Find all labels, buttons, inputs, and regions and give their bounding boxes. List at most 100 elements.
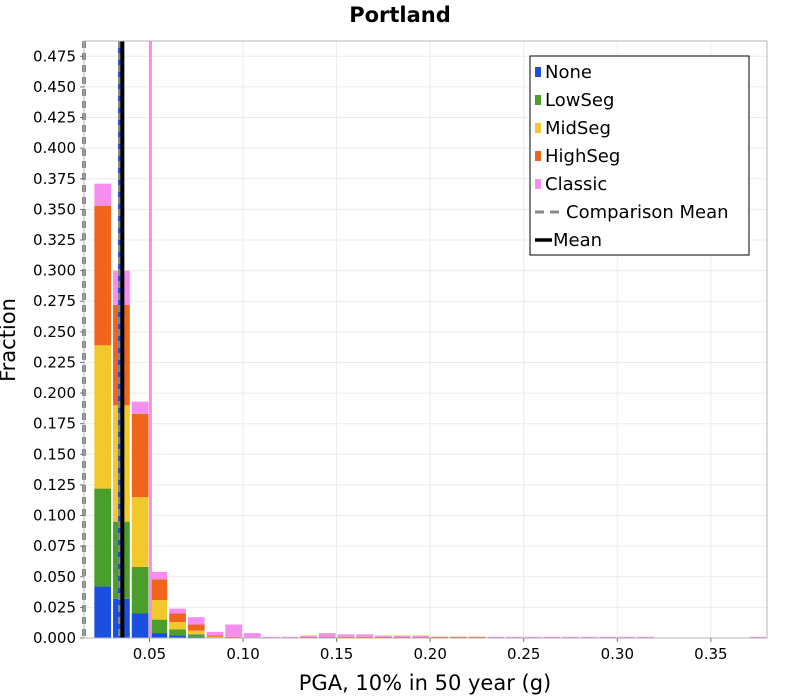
- bar-highseg-bin-18: [431, 636, 448, 638]
- y-tick-label: 0.300: [33, 262, 76, 280]
- y-tick-label: 0.100: [33, 507, 76, 525]
- bar-classic-bin-2: [131, 401, 149, 414]
- bar-classic-bin-12: [318, 633, 336, 637]
- bar-midseg-bin-4: [169, 622, 186, 630]
- bar-classic-bin-27: [599, 636, 617, 638]
- bar-classic-bin-17: [412, 635, 430, 637]
- legend-label-midseg: MidSeg: [545, 118, 611, 139]
- bar-highseg-bin-0: [94, 205, 112, 346]
- bar-classic-bin-13: [337, 634, 355, 637]
- y-tick-label: 0.225: [33, 353, 76, 371]
- plot-frame: [83, 40, 768, 639]
- legend-label-none: None: [545, 62, 592, 83]
- bar-highseg-bin-15: [375, 636, 392, 638]
- legend-label-mean: Mean: [553, 230, 602, 251]
- bar-highseg-bin-13: [337, 636, 355, 638]
- bar-classic-bin-5: [187, 617, 205, 625]
- y-tick-label: 0.425: [33, 109, 76, 127]
- bar-highseg-bin-19: [449, 636, 467, 638]
- bar-none-bin-4: [169, 635, 186, 638]
- legend: None LowSeg MidSeg HighSeg Classic Comparison…: [529, 55, 750, 256]
- bar-classic-bin-16: [393, 635, 411, 637]
- bar-highseg-bin-5: [187, 624, 205, 631]
- y-tick-label: 0.075: [33, 537, 76, 555]
- y-tick-label: 0.275: [33, 292, 76, 310]
- x-tick-label: 0.15: [320, 645, 353, 663]
- y-tick-label: 0.475: [33, 47, 76, 65]
- bar-none-bin-5: [187, 636, 205, 638]
- bar-highseg-bin-12: [318, 636, 336, 638]
- bar-classic-bin-24: [543, 636, 561, 638]
- bar-classic-bin-6: [206, 631, 224, 636]
- bar-lowseg-bin-2: [131, 566, 149, 614]
- bar-classic-bin-15: [375, 635, 392, 637]
- x-tick-label: 0.05: [133, 645, 166, 663]
- bar-classic-bin-14: [356, 634, 374, 637]
- y-axis-ticks: 0.000 0.025 0.050 0.075 0.100 0.125 0.150 0.175…: [33, 47, 84, 647]
- legend-label-comparison-mean: Comparison Mean: [566, 202, 729, 223]
- bar-highseg-bin-20: [468, 636, 486, 638]
- bar-classic-bin-29: [637, 636, 654, 638]
- bar-midseg-bin-6: [206, 636, 224, 638]
- y-tick-label: 0.025: [33, 598, 76, 616]
- legend-swatch-highseg: [535, 151, 541, 161]
- bar-midseg-bin-5: [187, 630, 205, 635]
- bar-classic-bin-22: [506, 636, 523, 638]
- y-tick-label: 0.450: [33, 78, 76, 96]
- bar-classic-bin-3: [150, 571, 168, 580]
- bar-highseg-bin-4: [169, 613, 186, 623]
- bar-highseg-bin-2: [131, 413, 149, 498]
- bar-classic-bin-26: [580, 636, 598, 638]
- bar-lowseg-bin-4: [169, 629, 186, 636]
- bar-highseg-bin-14: [356, 636, 374, 638]
- y-tick-label: 0.400: [33, 139, 76, 157]
- bar-highseg-bin-6: [206, 635, 224, 637]
- bar-highseg-bin-11: [300, 636, 317, 638]
- bar-classic-bin-25: [562, 636, 579, 638]
- x-axis-ticks: 0.05 0.10 0.15 0.20 0.25 0.30 0.35: [133, 638, 728, 663]
- bar-midseg-bin-2: [131, 497, 149, 567]
- legend-label-lowseg: LowSeg: [545, 90, 614, 111]
- x-tick-label: 0.10: [226, 645, 259, 663]
- x-tick-label: 0.30: [601, 645, 634, 663]
- bar-highseg-bin-16: [393, 636, 411, 638]
- chart-title: Portland: [349, 3, 451, 27]
- bar-highseg-bin-3: [150, 579, 168, 601]
- y-tick-label: 0.000: [33, 629, 76, 647]
- bar-classic-bin-28: [618, 636, 636, 638]
- bar-none-bin-3: [150, 633, 168, 638]
- bar-lowseg-bin-0: [94, 488, 112, 587]
- bar-classic-bin-0: [94, 183, 112, 206]
- bar-classic-bin-23: [524, 636, 542, 638]
- bars-layer: [94, 183, 766, 638]
- bar-midseg-bin-0: [94, 345, 112, 489]
- y-tick-label: 0.150: [33, 445, 76, 463]
- bar-classic-bin-7: [225, 624, 243, 637]
- bar-highseg-bin-7: [225, 636, 243, 638]
- y-tick-label: 0.350: [33, 200, 76, 218]
- legend-box: [529, 55, 750, 256]
- y-tick-label: 0.325: [33, 231, 76, 249]
- y-axis-title: Fraction: [0, 298, 20, 382]
- legend-label-classic: Classic: [545, 174, 607, 195]
- legend-label-highseg: HighSeg: [545, 146, 620, 167]
- bar-lowseg-bin-3: [150, 619, 168, 634]
- bar-midseg-bin-3: [150, 600, 168, 620]
- bar-none-bin-0: [94, 586, 112, 638]
- y-tick-label: 0.050: [33, 568, 76, 586]
- legend-swatch-lowseg: [535, 95, 541, 105]
- x-axis-title: PGA, 10% in 50 year (g): [299, 671, 551, 695]
- bar-lowseg-bin-5: [187, 634, 205, 637]
- x-tick-label: 0.20: [413, 645, 446, 663]
- bar-none-bin-2: [131, 613, 149, 638]
- x-tick-label: 0.35: [694, 645, 727, 663]
- bar-classic-bin-11: [300, 635, 317, 637]
- bar-classic-bin-9: [262, 636, 280, 638]
- bar-classic-bin-35: [749, 636, 766, 638]
- bar-classic-bin-8: [244, 633, 261, 638]
- bar-classic-bin-4: [169, 608, 186, 614]
- legend-swatch-classic: [535, 179, 541, 189]
- y-tick-label: 0.125: [33, 476, 76, 494]
- y-tick-label: 0.250: [33, 323, 76, 341]
